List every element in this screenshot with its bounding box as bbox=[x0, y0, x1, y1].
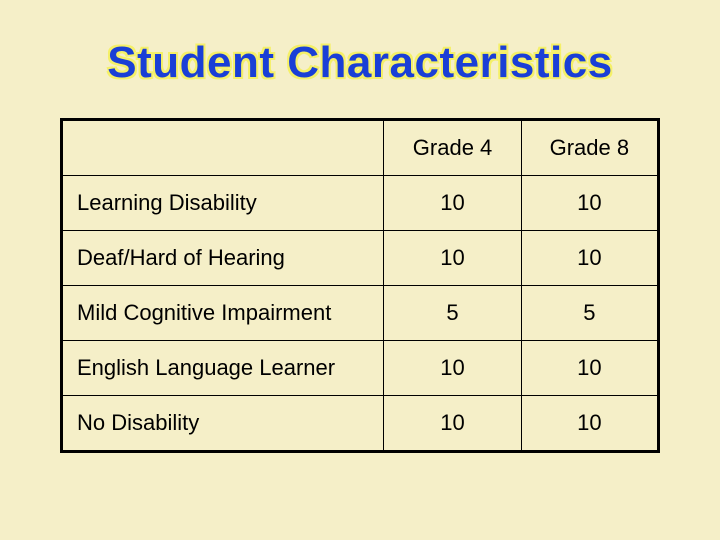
row-val: 10 bbox=[384, 341, 521, 396]
row-val: 10 bbox=[384, 231, 521, 286]
characteristics-table: Grade 4 Grade 8 Learning Disability 10 1… bbox=[60, 118, 660, 453]
row-val: 10 bbox=[521, 341, 658, 396]
row-val: 10 bbox=[384, 176, 521, 231]
table-header-row: Grade 4 Grade 8 bbox=[62, 120, 659, 176]
row-label: Mild Cognitive Impairment bbox=[62, 286, 384, 341]
row-val: 10 bbox=[521, 231, 658, 286]
row-val: 5 bbox=[384, 286, 521, 341]
row-label: Deaf/Hard of Hearing bbox=[62, 231, 384, 286]
row-label: Learning Disability bbox=[62, 176, 384, 231]
col-header-blank bbox=[62, 120, 384, 176]
table-row: English Language Learner 10 10 bbox=[62, 341, 659, 396]
page-title: Student Characteristics bbox=[107, 38, 612, 88]
col-header-grade8: Grade 8 bbox=[521, 120, 658, 176]
row-val: 10 bbox=[521, 396, 658, 452]
row-val: 10 bbox=[384, 396, 521, 452]
table-row: Learning Disability 10 10 bbox=[62, 176, 659, 231]
row-label: English Language Learner bbox=[62, 341, 384, 396]
row-label: No Disability bbox=[62, 396, 384, 452]
row-val: 5 bbox=[521, 286, 658, 341]
table-row: Mild Cognitive Impairment 5 5 bbox=[62, 286, 659, 341]
table-row: Deaf/Hard of Hearing 10 10 bbox=[62, 231, 659, 286]
table-row: No Disability 10 10 bbox=[62, 396, 659, 452]
row-val: 10 bbox=[521, 176, 658, 231]
col-header-grade4: Grade 4 bbox=[384, 120, 521, 176]
